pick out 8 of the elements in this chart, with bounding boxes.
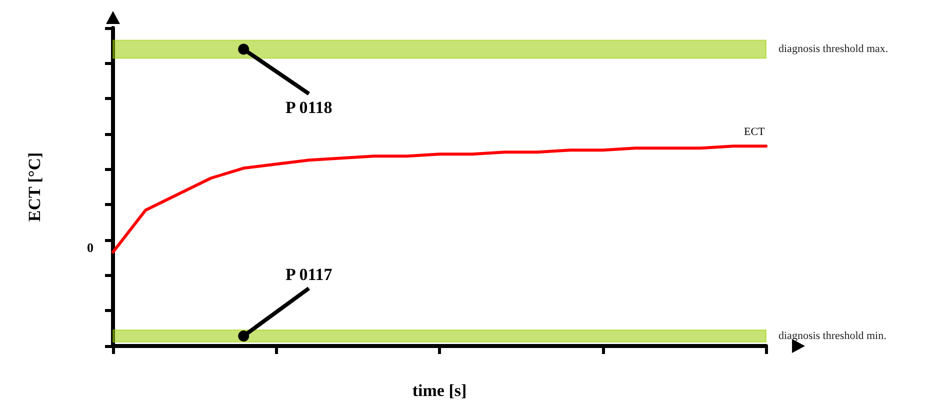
y-axis-title: ECT [°C] [25, 152, 44, 222]
annotation: P 0117 [286, 264, 333, 284]
band-label: diagnosis threshold max. [778, 43, 888, 56]
series-label: ECT [744, 126, 766, 138]
text: P 0118 [286, 98, 332, 118]
band-label: diagnosis threshold min. [778, 330, 887, 342]
x-axis-title: time [s] [412, 381, 467, 400]
text: 0 [87, 240, 94, 255]
